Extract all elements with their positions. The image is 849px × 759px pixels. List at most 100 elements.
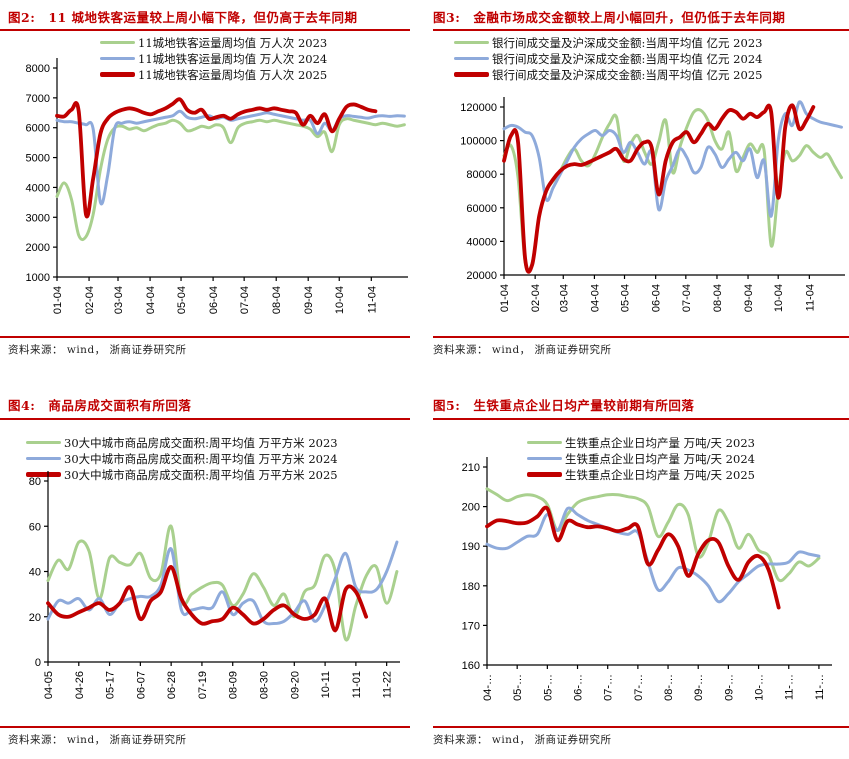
title-rule — [433, 418, 849, 420]
figure-panel-4: 图4: 商品房成交面积有所回落 30大中城市商品房成交面积:周平均值 万平方米 2… — [0, 379, 424, 758]
legend-label: 生铁重点企业日均产量 万吨/天 2025 — [565, 467, 755, 482]
source-note: 资料来源： wind， 浙商证券研究所 — [433, 344, 612, 356]
x-tick-label: 07-… — [603, 674, 615, 701]
y-tick-label: 210 — [462, 462, 480, 474]
title-rule — [433, 29, 849, 31]
figure-title: 图5: 生铁重点企业日均产量较前期有所回落 — [433, 395, 694, 414]
y-tick-label: 80000 — [466, 169, 497, 181]
axes — [486, 457, 832, 666]
line-chart-3: 20000 40000 60000 80000 100000 120000 01-04 02-… — [460, 97, 845, 312]
legend-label: 30大中城市商品房成交面积:周平均值 万平方米 2024 — [64, 451, 338, 466]
legend-line-swatch — [454, 72, 489, 77]
series-line-2025 — [485, 505, 781, 610]
legend-item-2024: 生铁重点企业日均产量 万吨/天 2024 — [527, 451, 755, 466]
x-tick-label: 06-… — [573, 674, 585, 701]
legend-line-swatch — [100, 72, 135, 77]
figure-title-text: 金融市场成交金额较上周小幅回升，但仍低于去年同期 — [473, 10, 786, 25]
legend-item-2023: 30大中城市商品房成交面积:周平均值 万平方米 2023 — [26, 436, 338, 450]
legend-line-swatch — [26, 472, 61, 477]
y-tick-label: 40 — [29, 567, 41, 579]
figure-title-text: 商品房成交面积有所回落 — [48, 398, 192, 413]
source-rule — [0, 726, 410, 728]
series-line-2023 — [46, 524, 399, 642]
series-line-2023 — [55, 117, 406, 242]
x-tick-label: 01-04 — [499, 284, 511, 312]
legend-line-swatch — [527, 440, 562, 445]
legend-item-2024: 银行间成交量及沪深成交金额:当周平均值 亿元 2024 — [454, 51, 763, 66]
source-note: 资料来源： wind， 浙商证券研究所 — [8, 344, 187, 356]
x-tick-label: 07-19 — [197, 671, 209, 699]
legend-item-2024: 11城地铁客运量周均值 万人次 2024 — [100, 52, 327, 66]
figure-title-text: 11 城地铁客运量较上周小幅下降，但仍高于去年同期 — [48, 10, 358, 25]
source-note: 资料来源： wind， 浙商证券研究所 — [433, 734, 612, 746]
legend-item-2025: 银行间成交量及沪深成交金额:当周平均值 亿元 2025 — [454, 67, 763, 82]
x-tick-label: 04-05 — [43, 671, 55, 699]
x-tick-label: 04-04 — [589, 284, 601, 312]
x-tick-label: 01-04 — [52, 286, 64, 314]
x-tick-label: 11-22 — [382, 671, 394, 698]
y-tick-label: 3000 — [26, 212, 50, 224]
figure-label: 图5: — [433, 398, 461, 413]
chart-legend: 银行间成交量及沪深成交金额:当周平均值 亿元 2023 银行间成交量及沪深成交金额… — [454, 35, 763, 82]
chart-legend: 生铁重点企业日均产量 万吨/天 2023 生铁重点企业日均产量 万吨/天 2024… — [527, 435, 755, 482]
axes — [47, 471, 400, 663]
x-tick-label: 08-04 — [271, 286, 283, 314]
legend-label: 银行间成交量及沪深成交金额:当周平均值 亿元 2024 — [492, 51, 763, 66]
line-chart-5: 160 170 180 190 200 210 04-… 05-… 05-… 06-… 07-… 07… — [462, 457, 832, 701]
x-tick-label: 10-04 — [773, 284, 785, 312]
legend-line-swatch — [26, 440, 61, 445]
legend-line-swatch — [100, 40, 135, 45]
y-tick-label: 40000 — [466, 236, 497, 248]
title-rule — [0, 29, 410, 31]
legend-label: 银行间成交量及沪深成交金额:当周平均值 亿元 2023 — [492, 35, 763, 50]
legend-label: 生铁重点企业日均产量 万吨/天 2023 — [565, 435, 755, 450]
y-tick-label: 190 — [462, 541, 480, 553]
y-tick-label: 4000 — [26, 182, 50, 194]
figure-label: 图2: — [8, 10, 36, 25]
legend-line-swatch — [527, 456, 562, 461]
x-tick-label: 02-04 — [530, 284, 542, 312]
x-tick-label: 11-01 — [351, 671, 363, 698]
y-tick-label: 160 — [462, 660, 480, 672]
legend-item-2025: 11城地铁客运量周均值 万人次 2025 — [100, 68, 327, 82]
figure-label: 图4: — [8, 398, 36, 413]
x-tick-label: 07-04 — [239, 286, 251, 314]
x-tick-label: 03-04 — [113, 286, 125, 314]
series-line-2025 — [55, 97, 378, 219]
x-tick-label: 09-… — [693, 674, 705, 701]
legend-line-swatch — [100, 56, 135, 61]
y-tick-label: 20000 — [466, 270, 497, 282]
x-tick-label: 05-04 — [620, 284, 632, 312]
x-tick-label: 04-… — [482, 674, 494, 701]
legend-item-2024: 30大中城市商品房成交面积:周平均值 万平方米 2024 — [26, 451, 338, 466]
series-line-2024 — [46, 540, 399, 626]
chart-legend: 30大中城市商品房成交面积:周平均值 万平方米 2023 30大中城市商品房成交面… — [26, 436, 338, 482]
legend-item-2025: 生铁重点企业日均产量 万吨/天 2025 — [527, 467, 755, 482]
legend-label: 11城地铁客运量周均值 万人次 2023 — [138, 35, 328, 50]
source-rule — [433, 336, 849, 338]
source-rule — [0, 336, 410, 338]
y-tick-label: 7000 — [26, 93, 50, 105]
figure-label: 图3: — [433, 10, 461, 25]
legend-item-2025: 30大中城市商品房成交面积:周平均值 万平方米 2025 — [26, 468, 338, 482]
x-tick-label: 08-09 — [228, 671, 240, 699]
figure-title-text: 生铁重点企业日均产量较前期有所回落 — [473, 398, 695, 413]
figure-title: 图3: 金融市场成交金额较上周小幅回升，但仍低于去年同期 — [433, 7, 785, 26]
y-tick-label: 60 — [29, 521, 41, 533]
x-tick-label: 11-… — [814, 674, 826, 700]
x-tick-label: 03-04 — [558, 284, 570, 312]
legend-line-swatch — [26, 456, 61, 461]
x-tick-label: 10-11 — [320, 671, 332, 698]
series-line-2023 — [485, 487, 821, 583]
y-tick-label: 80 — [29, 476, 41, 488]
x-tick-label: 06-04 — [208, 286, 220, 314]
x-tick-label: 02-04 — [84, 286, 96, 314]
chart-legend: 11城地铁客运量周均值 万人次 2023 11城地铁客运量周均值 万人次 2024… — [100, 35, 328, 82]
legend-label: 银行间成交量及沪深成交金额:当周平均值 亿元 2025 — [492, 67, 763, 82]
source-note: 资料来源： wind， 浙商证券研究所 — [8, 734, 187, 746]
x-tick-label: 05-… — [542, 674, 554, 701]
figure-panel-3: 图3: 金融市场成交金额较上周小幅回升，但仍低于去年同期 银行间成交量及沪深成交金… — [425, 0, 849, 379]
legend-label: 生铁重点企业日均产量 万吨/天 2024 — [565, 451, 755, 466]
x-tick-label: 10-04 — [334, 286, 346, 314]
figure-panel-5: 图5: 生铁重点企业日均产量较前期有所回落 生铁重点企业日均产量 万吨/天 202… — [425, 379, 849, 758]
